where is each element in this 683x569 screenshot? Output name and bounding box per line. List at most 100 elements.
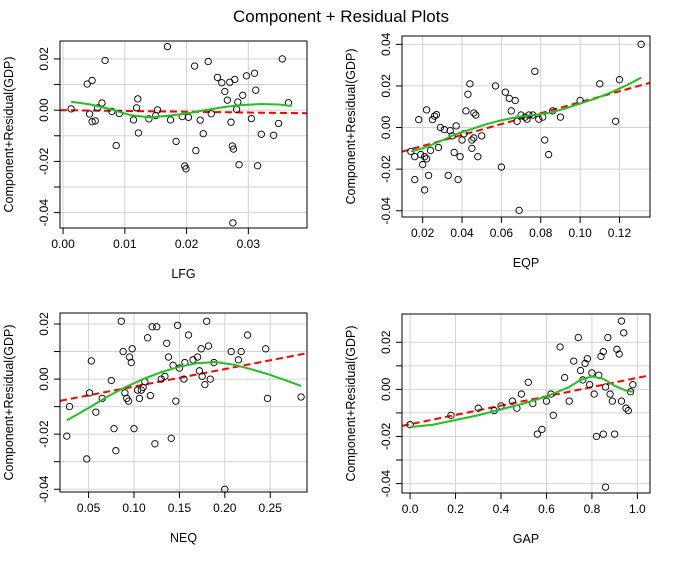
- data-point: [420, 153, 429, 161]
- data-point: [270, 131, 278, 139]
- x-tick-label: 0.03: [237, 237, 261, 251]
- data-point: [447, 411, 455, 419]
- data-point: [201, 380, 209, 389]
- y-tick-label: 0.02: [37, 312, 51, 336]
- data-point: [576, 366, 585, 375]
- data-point: [263, 394, 272, 403]
- data-point: [411, 175, 419, 184]
- data-point: [620, 329, 628, 337]
- data-point: [163, 339, 171, 347]
- data-point: [565, 397, 573, 405]
- y-tick-label: -0.02: [379, 422, 393, 450]
- data-point: [436, 123, 445, 132]
- plot-frame: [59, 40, 308, 229]
- panel-1: 0.00 0.01 0.02 0.03 -0.04 -0.02 0.00 0.02 LFG Com…: [2, 40, 308, 281]
- data-point: [278, 55, 286, 63]
- data-point: [145, 115, 153, 123]
- y-tick-label: 0.00: [379, 116, 393, 140]
- data-point: [223, 96, 231, 104]
- data-point: [468, 136, 476, 144]
- data-point: [221, 87, 229, 96]
- x-tick-label: 0.20: [213, 501, 237, 515]
- linear-fit-line: [59, 109, 308, 115]
- data-point: [87, 357, 95, 365]
- data-point: [234, 356, 243, 364]
- data-point: [247, 114, 256, 123]
- data-point: [213, 73, 222, 82]
- data-point: [88, 76, 96, 85]
- y-tick-label: 0.02: [379, 330, 393, 354]
- data-point: [570, 357, 578, 365]
- data-point: [574, 333, 582, 342]
- data-point: [192, 146, 200, 155]
- y-tick-label: -0.04: [37, 199, 51, 227]
- data-point: [474, 153, 482, 161]
- data-point: [98, 99, 106, 107]
- data-point: [234, 98, 242, 106]
- data-point: [85, 389, 94, 397]
- x-tick-label: 1.0: [629, 502, 646, 516]
- data-point: [474, 404, 482, 412]
- data-point: [472, 111, 480, 119]
- data-point: [517, 111, 525, 119]
- panel-2: 0.02 0.04 0.06 0.08 0.10 0.12 -0.04 -0.02 0.00 0.…: [344, 32, 651, 270]
- data-point: [172, 137, 180, 146]
- data-point: [622, 404, 630, 412]
- data-point: [237, 347, 245, 356]
- plot-frame: [401, 35, 651, 218]
- smooth-line: [70, 100, 292, 119]
- y-tick-label: 0.00: [379, 377, 393, 401]
- data-point: [218, 79, 226, 87]
- data-point: [542, 397, 551, 405]
- data-point: [450, 148, 458, 157]
- x-tick-label: 0.02: [411, 226, 435, 240]
- y-tick-label: -0.02: [37, 147, 51, 175]
- data-point: [560, 373, 569, 382]
- data-point: [227, 347, 235, 356]
- data-point: [419, 160, 427, 169]
- data-point: [541, 136, 549, 144]
- x-tick-label: 0.10: [568, 226, 592, 240]
- x-tick-label: 0.12: [608, 226, 632, 240]
- data-point: [466, 80, 474, 88]
- data-point: [196, 116, 204, 124]
- data-point: [611, 117, 620, 125]
- data-point: [85, 110, 94, 118]
- x-tick-label: 0.10: [122, 501, 146, 515]
- data-point: [464, 90, 472, 98]
- data-point: [470, 134, 478, 142]
- x-axis-label: EQP: [513, 256, 539, 270]
- data-point: [491, 82, 500, 90]
- data-point: [119, 347, 127, 356]
- data-point: [163, 42, 172, 51]
- data-point: [129, 116, 138, 124]
- data-point: [67, 105, 75, 113]
- linear-fit-line: [401, 374, 651, 427]
- x-axis-label: NEQ: [170, 531, 197, 545]
- data-point: [182, 165, 190, 173]
- data-point: [422, 155, 431, 163]
- data-point: [608, 397, 617, 405]
- data-point: [533, 430, 542, 438]
- data-point: [199, 130, 207, 138]
- data-point: [297, 393, 305, 401]
- data-point: [585, 381, 594, 389]
- data-point: [227, 118, 235, 126]
- data-point: [517, 390, 526, 398]
- data-point: [143, 334, 152, 342]
- data-point: [130, 425, 138, 433]
- x-tick-label: 0.2: [447, 502, 464, 516]
- x-tick-label: 0.6: [538, 502, 555, 516]
- data-point: [505, 94, 513, 103]
- data-point: [535, 115, 543, 123]
- data-point: [470, 109, 478, 117]
- data-point: [253, 162, 262, 170]
- panel-3: 0.05 0.10 0.15 0.20 0.25 -0.04 -0.02 0.00 0.02 NE…: [2, 312, 308, 545]
- x-tick-label: 0.04: [450, 226, 474, 240]
- data-point: [167, 434, 175, 442]
- data-point: [624, 406, 632, 415]
- data-point: [428, 115, 437, 124]
- data-point: [274, 119, 283, 128]
- data-point: [239, 91, 247, 99]
